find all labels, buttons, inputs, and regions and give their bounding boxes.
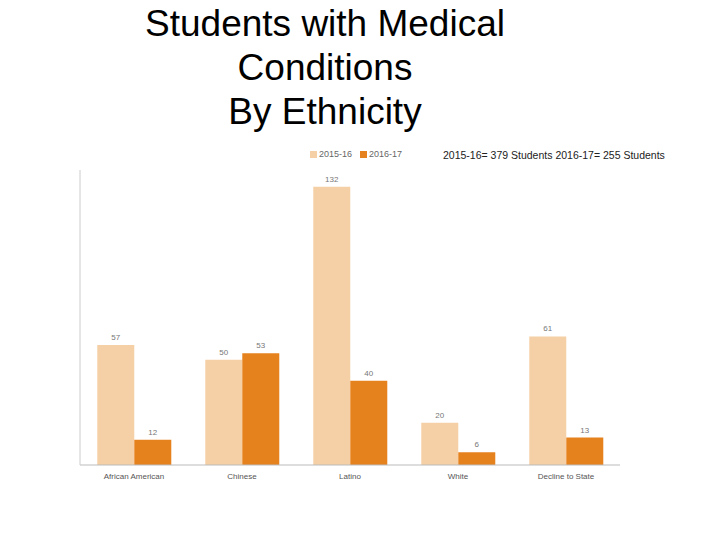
html-text:2015-16= 379 Students 2016-17=: 2015-16= 379 Students 2016-17= 255 Stude…: [443, 149, 665, 161]
svg-text:50: 50: [219, 348, 228, 357]
html-text:Students with Medical Conditio: Students with Medical Conditions By Ethn…: [145, 3, 505, 132]
svg-text:12: 12: [148, 428, 157, 437]
svg-text:Chinese: Chinese: [227, 472, 257, 481]
svg-text:White: White: [448, 472, 469, 481]
svg-text:African American: African American: [104, 472, 164, 481]
svg-text:57: 57: [111, 333, 120, 342]
svg-text:13: 13: [580, 426, 589, 435]
svg-text:Decline to State: Decline to State: [538, 472, 595, 481]
html-text:2015-16: 2015-16: [319, 149, 352, 159]
svg-text:53: 53: [256, 341, 265, 350]
svg-text:40: 40: [364, 369, 373, 378]
svg-text:132: 132: [325, 175, 339, 184]
svg-text:20: 20: [435, 411, 444, 420]
svg-text:6: 6: [475, 440, 480, 449]
html-text:2016-17: 2016-17: [369, 149, 403, 159]
svg-text:61: 61: [543, 324, 552, 333]
svg-text:Latino: Latino: [339, 472, 361, 481]
